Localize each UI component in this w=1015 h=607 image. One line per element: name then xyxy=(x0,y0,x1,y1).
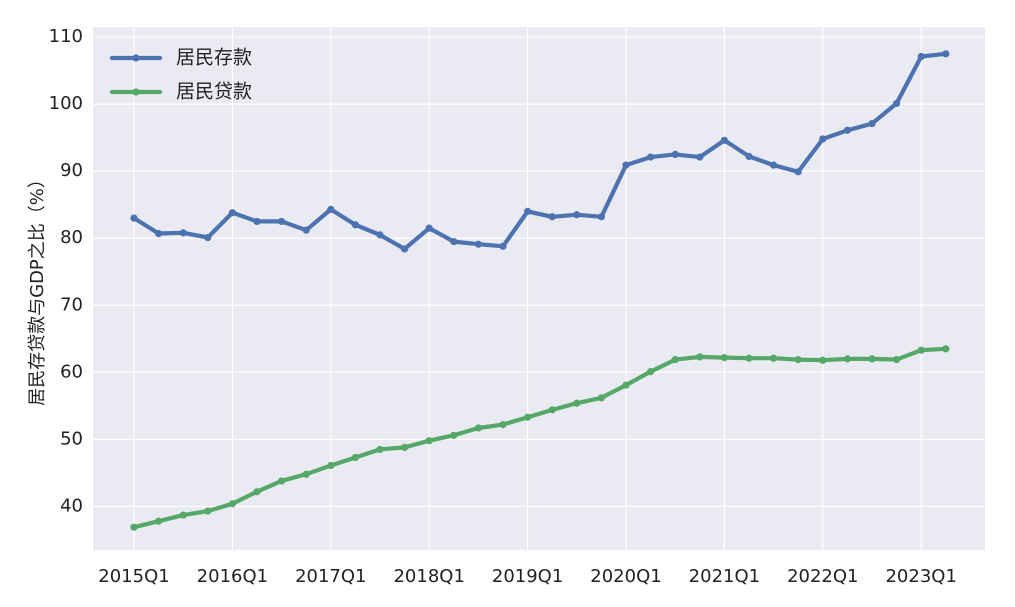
data-point xyxy=(843,126,852,134)
series-line-0 xyxy=(131,51,948,251)
data-point xyxy=(770,161,778,169)
data-point xyxy=(573,399,581,407)
data-point xyxy=(794,355,802,364)
data-point xyxy=(302,226,310,234)
data-point xyxy=(917,52,925,61)
data-point xyxy=(450,431,458,439)
data-point xyxy=(745,152,753,161)
x-tick-label: 2019Q1 xyxy=(492,566,563,587)
legend-swatch-marker xyxy=(132,54,140,62)
data-point xyxy=(942,50,950,58)
data-point xyxy=(155,229,163,238)
data-point xyxy=(401,245,409,253)
x-axis-ticks: 2015Q1 2016Q1 2017Q1 2018Q1 2019Q1 2020Q1 2021… xyxy=(98,566,957,587)
data-point xyxy=(474,240,482,248)
data-point xyxy=(376,231,384,239)
data-point xyxy=(647,153,655,161)
y-tick-label: 100 xyxy=(49,93,83,114)
data-point xyxy=(351,453,359,462)
data-point xyxy=(499,421,507,429)
data-point xyxy=(671,150,679,158)
data-point xyxy=(253,488,261,496)
y-tick-label: 80 xyxy=(60,227,83,248)
data-point xyxy=(302,470,310,478)
data-point xyxy=(425,224,433,232)
data-point xyxy=(130,523,138,531)
data-point xyxy=(868,355,876,363)
data-point xyxy=(130,214,138,222)
data-point xyxy=(893,355,901,364)
y-tick-label: 50 xyxy=(60,428,83,449)
data-point xyxy=(376,445,384,454)
data-point xyxy=(622,381,630,389)
data-point xyxy=(745,354,753,362)
data-point xyxy=(868,119,876,128)
x-tick-label: 2021Q1 xyxy=(689,566,760,587)
grid-lines xyxy=(93,27,985,550)
y-axis-label: 居民存贷款与GDP之比（%） xyxy=(27,170,48,406)
data-point xyxy=(253,217,261,226)
data-point xyxy=(204,507,212,515)
data-point xyxy=(327,205,335,213)
x-tick-label: 2015Q1 xyxy=(98,566,169,587)
y-tick-label: 40 xyxy=(60,495,83,516)
x-tick-label: 2017Q1 xyxy=(295,566,366,587)
x-tick-label: 2016Q1 xyxy=(197,566,268,587)
data-point xyxy=(524,413,532,421)
plot-area xyxy=(93,27,985,550)
data-point xyxy=(548,213,556,221)
data-point xyxy=(720,353,729,362)
data-point xyxy=(573,211,581,219)
data-point xyxy=(204,233,212,242)
data-point xyxy=(228,209,236,217)
y-axis-ticks: 40 50 60 70 80 90 100 110 xyxy=(49,26,83,516)
data-point xyxy=(720,136,729,144)
data-point xyxy=(647,368,655,376)
data-point xyxy=(696,353,704,361)
data-point xyxy=(819,135,827,143)
series-layer xyxy=(130,50,950,531)
legend-label: 居民贷款 xyxy=(176,81,252,103)
x-tick-label: 2023Q1 xyxy=(885,566,956,587)
data-point xyxy=(228,500,236,508)
data-point xyxy=(843,355,852,363)
data-point xyxy=(351,221,359,229)
legend-swatch-marker xyxy=(132,88,140,96)
data-point xyxy=(794,168,802,176)
data-point xyxy=(474,424,482,432)
data-point xyxy=(179,511,187,519)
data-point xyxy=(327,461,335,470)
data-point xyxy=(597,213,606,221)
data-point xyxy=(179,229,187,237)
data-point xyxy=(499,242,507,250)
data-point xyxy=(893,99,901,108)
data-point xyxy=(770,354,778,362)
data-point xyxy=(401,443,409,452)
y-tick-label: 90 xyxy=(60,160,83,181)
data-point xyxy=(819,356,827,364)
y-tick-label: 60 xyxy=(60,361,83,382)
data-point xyxy=(622,161,630,169)
data-point xyxy=(917,346,925,354)
y-tick-label: 70 xyxy=(60,294,83,315)
data-point xyxy=(597,394,606,402)
data-point xyxy=(671,355,679,364)
data-point xyxy=(425,437,433,445)
x-tick-label: 2018Q1 xyxy=(393,566,464,587)
data-point xyxy=(278,217,286,226)
x-tick-label: 2022Q1 xyxy=(787,566,858,587)
data-point xyxy=(278,477,286,485)
legend-label: 居民存款 xyxy=(176,47,252,69)
x-tick-label: 2020Q1 xyxy=(590,566,661,587)
data-point xyxy=(942,345,950,353)
data-point xyxy=(524,207,532,215)
series-line-1 xyxy=(131,346,948,530)
y-tick-label: 110 xyxy=(49,26,83,47)
data-point xyxy=(450,237,458,246)
data-point xyxy=(155,517,163,525)
data-point xyxy=(548,406,556,414)
data-point xyxy=(696,153,704,161)
